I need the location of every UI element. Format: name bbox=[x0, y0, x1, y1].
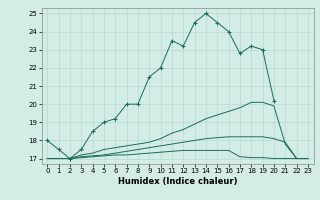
X-axis label: Humidex (Indice chaleur): Humidex (Indice chaleur) bbox=[118, 177, 237, 186]
